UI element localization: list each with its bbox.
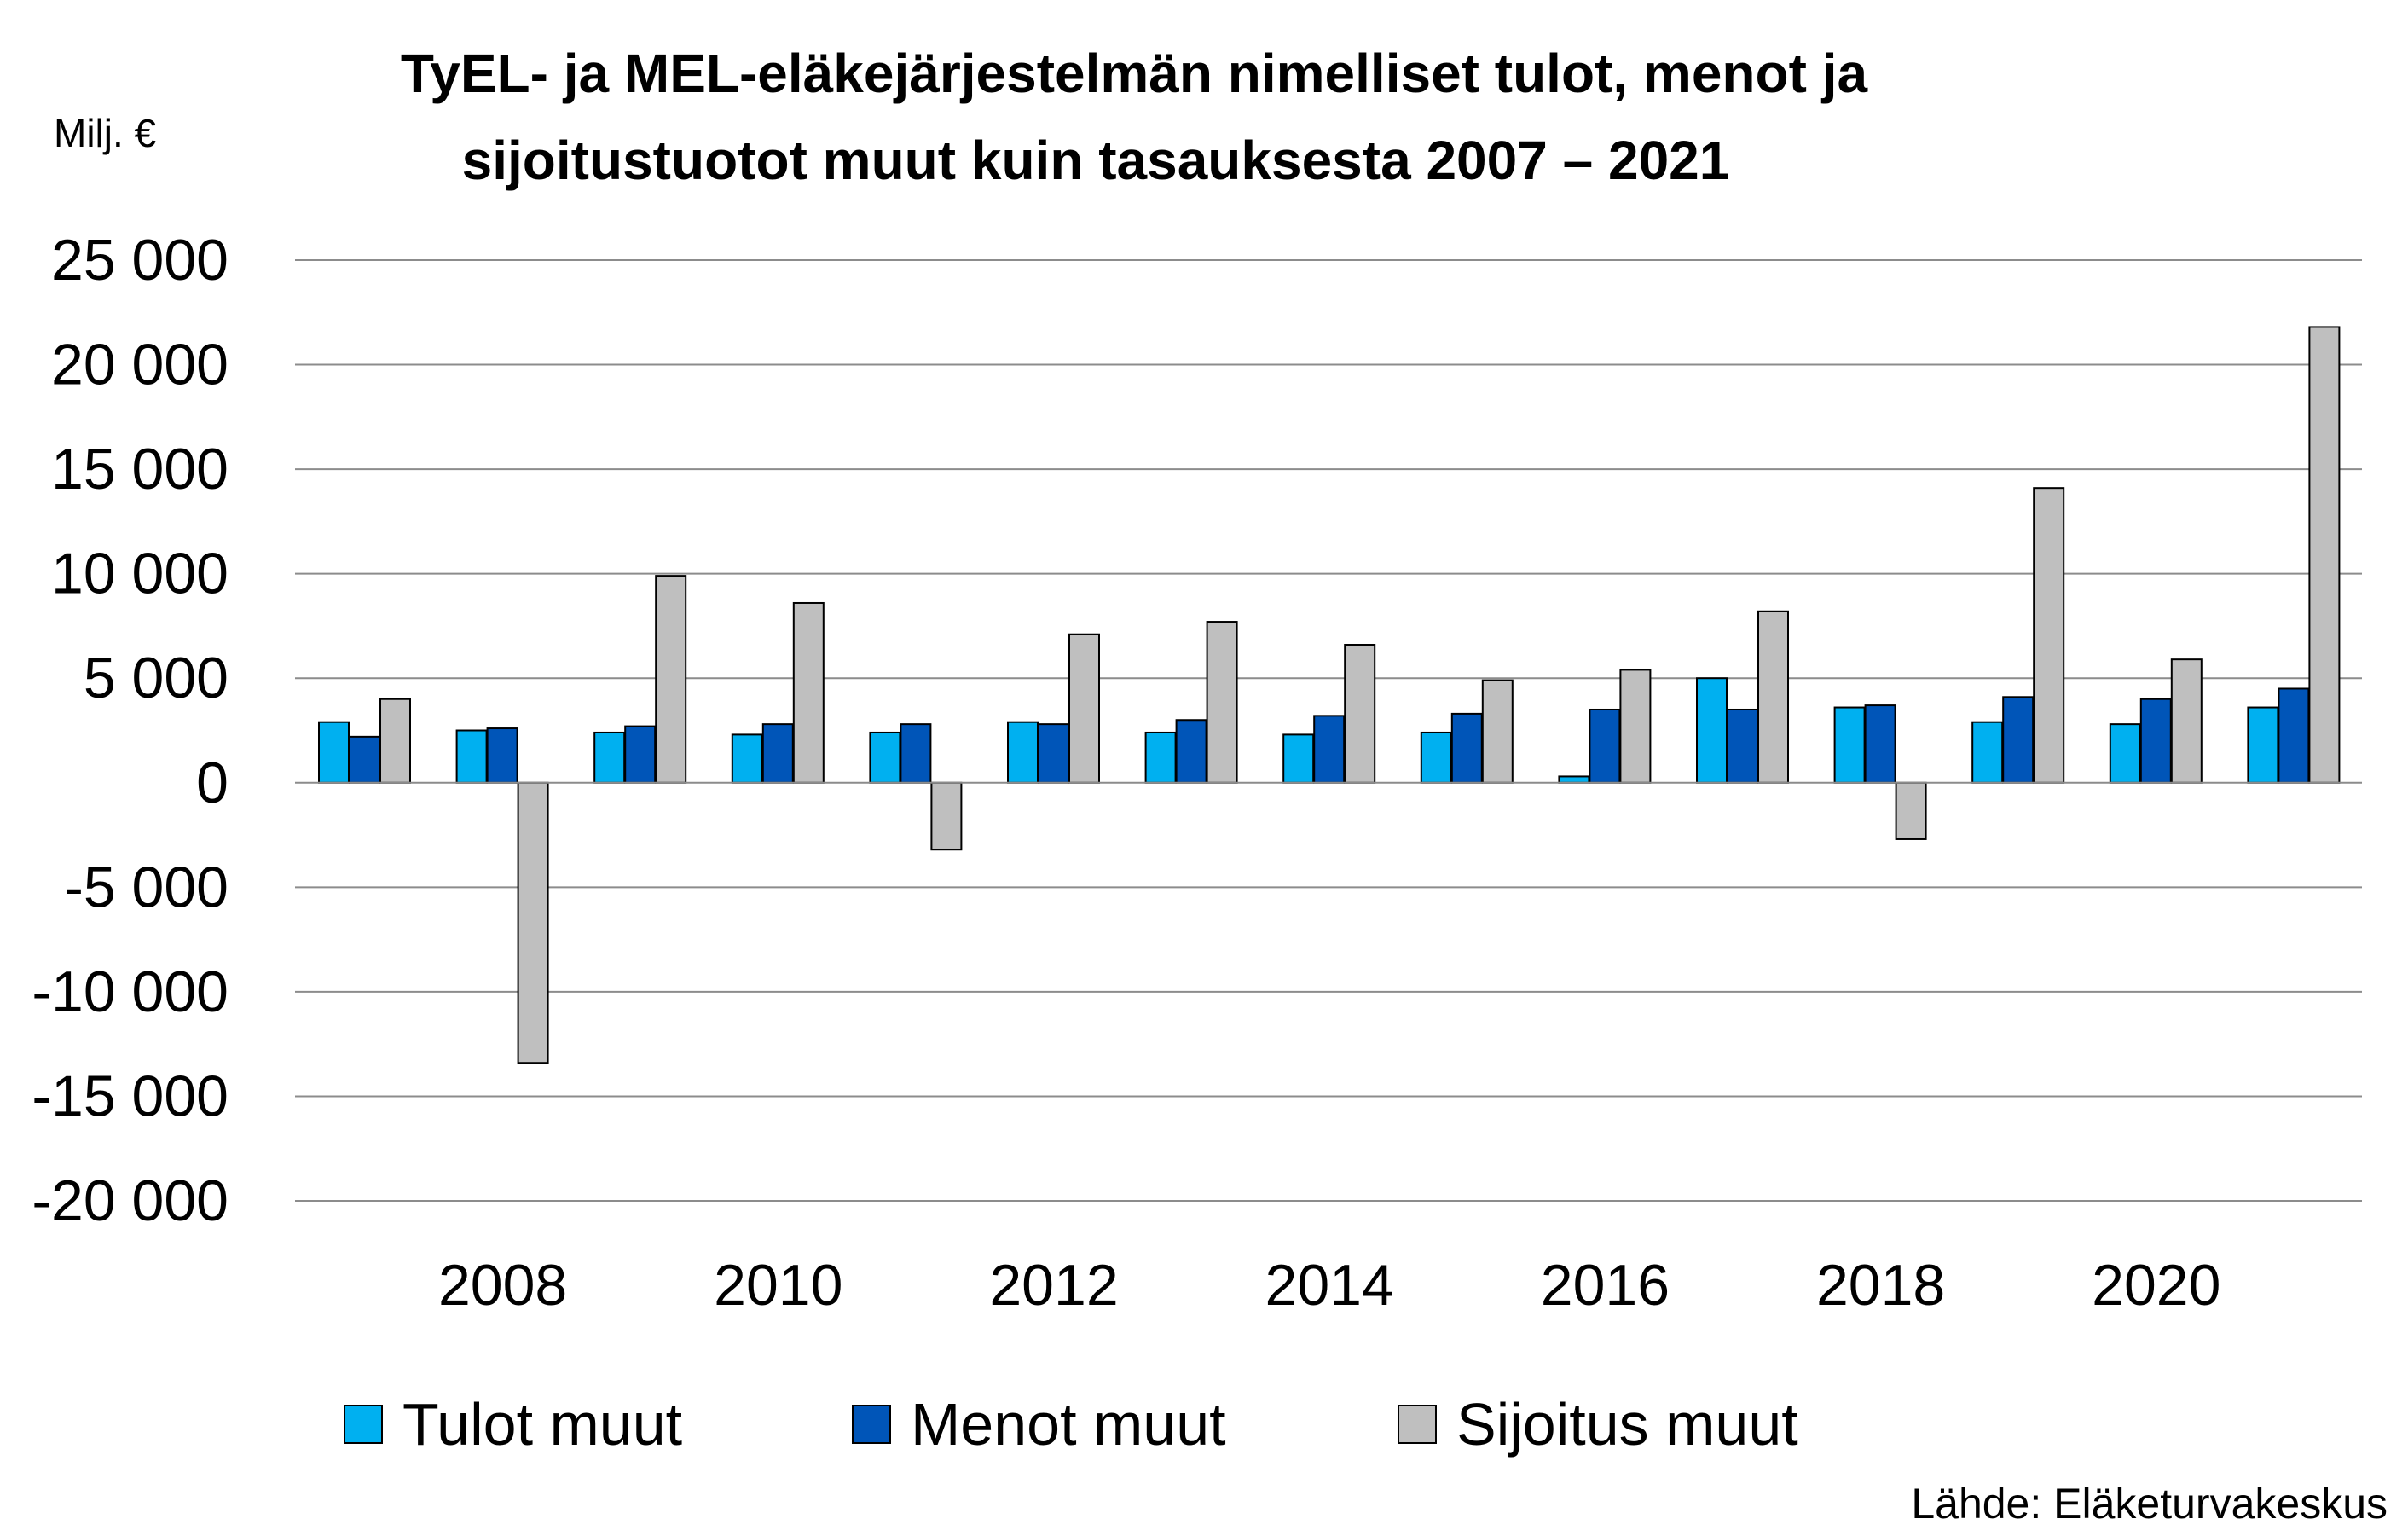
bar-menot-muut-2010: [761, 723, 794, 784]
bar-sijoitus-muut-2014: [1344, 644, 1376, 784]
bars: [318, 326, 2341, 1064]
bar-menot-muut-2015: [1450, 712, 1483, 784]
y-tick-label: 5 000: [84, 646, 229, 710]
bar-sijoitus-muut-2013: [1206, 621, 1238, 784]
legend: Tulot muut Menot muut Sijoitus muut: [344, 1391, 1798, 1458]
bar-menot-muut-2014: [1313, 715, 1346, 784]
bar-sijoitus-muut-2015: [1481, 679, 1514, 784]
bar-sijoitus-muut-2019: [2033, 487, 2065, 784]
x-tick-label: 2010: [714, 1253, 842, 1318]
x-tick-label: 2014: [1265, 1253, 1394, 1318]
y-tick-label: 0: [196, 751, 229, 815]
x-tick-label: 2018: [1816, 1253, 1945, 1318]
y-tick-label: 20 000: [51, 333, 229, 397]
x-axis-tick-labels: 2008 2010 2012 2014 2016 2018 2020: [438, 1253, 2220, 1318]
x-tick-label: 2016: [1541, 1253, 1670, 1318]
y-tick-label: -10 000: [32, 959, 229, 1024]
bar-tulot-muut-2010: [731, 733, 763, 784]
bar-tulot-muut-2011: [869, 731, 901, 784]
bar-sijoitus-muut-2008: [517, 781, 549, 1064]
y-tick-label: 15 000: [51, 437, 229, 501]
bar-tulot-muut-2020: [2109, 723, 2141, 784]
bar-tulot-muut-2008: [455, 729, 488, 784]
bar-sijoitus-muut-2009: [655, 575, 687, 784]
legend-swatch: [852, 1405, 891, 1444]
bar-sijoitus-muut-2020: [2170, 658, 2203, 784]
legend-label: Menot muut: [911, 1391, 1226, 1458]
bar-menot-muut-2007: [349, 735, 380, 784]
y-tick-label: -20 000: [32, 1168, 229, 1233]
bar-tulot-muut-2014: [1282, 733, 1315, 784]
chart-title-line-2: sijoitustuotot muut kuin tasauksesta 200…: [462, 130, 1730, 191]
bar-sijoitus-muut-2010: [792, 601, 825, 784]
legend-swatch: [1398, 1405, 1437, 1444]
bar-menot-muut-2008: [486, 727, 518, 784]
gridlines: [295, 259, 2362, 1202]
bar-menot-muut-2018: [1864, 704, 1896, 784]
bar-sijoitus-muut-2016: [1619, 669, 1652, 784]
bar-tulot-muut-2017: [1696, 677, 1728, 784]
y-tick-label: 10 000: [51, 542, 229, 606]
bar-sijoitus-muut-2011: [930, 781, 963, 851]
bar-tulot-muut-2007: [318, 721, 350, 784]
y-tick-label: -5 000: [64, 855, 229, 919]
legend-item-tulot-muut: Tulot muut: [344, 1391, 682, 1458]
bar-sijoitus-muut-2007: [379, 698, 411, 784]
bar-menot-muut-2017: [1727, 708, 1758, 784]
y-axis-unit-label: Milj. €: [54, 111, 156, 155]
y-tick-label: -15 000: [32, 1064, 229, 1128]
bar-tulot-muut-2015: [1420, 731, 1452, 784]
x-tick-label: 2020: [2092, 1253, 2220, 1318]
chart-title-line-1: TyEL- ja MEL-eläkejärjestelmän nimellise…: [401, 43, 1868, 104]
legend-label: Tulot muut: [402, 1391, 682, 1458]
legend-swatch: [344, 1405, 383, 1444]
bar-sijoitus-muut-2021: [2308, 326, 2341, 784]
bar-tulot-muut-2021: [2247, 706, 2279, 784]
legend-label: Sijoitus muut: [1456, 1391, 1798, 1458]
bar-tulot-muut-2013: [1144, 731, 1177, 784]
bar-tulot-muut-2016: [1558, 775, 1590, 784]
x-tick-label: 2012: [989, 1253, 1118, 1318]
bar-menot-muut-2020: [2139, 698, 2172, 784]
bar-menot-muut-2019: [2002, 696, 2035, 784]
bar-tulot-muut-2009: [593, 731, 626, 784]
y-axis-tick-labels: 25 000 20 000 15 000 10 000 5 000 0 -5 000 -10 …: [32, 228, 229, 1233]
bar-menot-muut-2012: [1038, 723, 1069, 784]
bar-menot-muut-2013: [1175, 719, 1207, 784]
bar-menot-muut-2009: [624, 725, 657, 784]
bar-tulot-muut-2018: [1833, 706, 1866, 784]
bar-tulot-muut-2019: [1971, 721, 2004, 784]
x-tick-label: 2008: [438, 1253, 567, 1318]
bar-tulot-muut-2012: [1007, 721, 1039, 784]
source-note: Lähde: Eläketurvakeskus: [1911, 1480, 2388, 1527]
y-tick-label: 25 000: [51, 228, 229, 293]
bar-menot-muut-2011: [900, 723, 932, 784]
bar-menot-muut-2016: [1589, 708, 1621, 784]
legend-item-menot-muut: Menot muut: [852, 1391, 1226, 1458]
bar-sijoitus-muut-2018: [1895, 781, 1927, 840]
bar-sijoitus-muut-2017: [1757, 610, 1789, 784]
bar-menot-muut-2021: [2278, 687, 2310, 784]
legend-item-sijoitus-muut: Sijoitus muut: [1398, 1391, 1798, 1458]
bar-sijoitus-muut-2012: [1068, 633, 1100, 784]
